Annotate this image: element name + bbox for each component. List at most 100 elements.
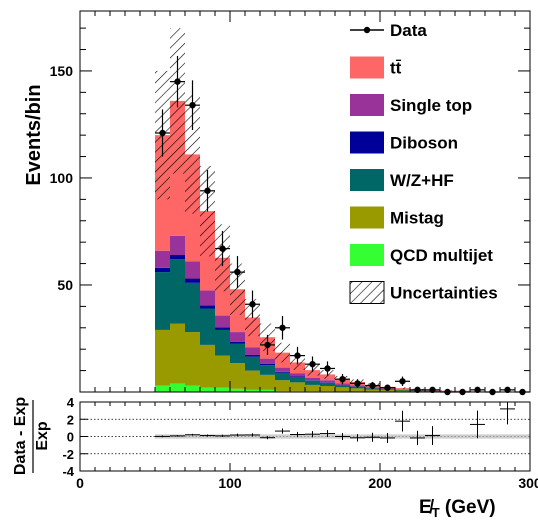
x-axis-label-unit: (GeV): [440, 497, 496, 518]
bar-w-z-hf: [335, 385, 350, 387]
bar-mistag: [275, 380, 290, 391]
bar-mistag: [155, 330, 170, 386]
ratio-ylabel-top: Data - Exp: [12, 397, 29, 475]
bar-w-z-hf: [395, 390, 410, 391]
y-tick-label: 50: [57, 277, 73, 293]
bar-w-z-hf: [215, 330, 230, 356]
y-tick-label: 150: [50, 63, 74, 79]
bar-single-top: [260, 359, 275, 364]
bar-mistag: [305, 385, 320, 391]
data-point: [324, 365, 330, 371]
data-point: [309, 361, 315, 367]
y-tick-label: 100: [50, 170, 74, 186]
x-axis-label: E̸T (GeV): [419, 497, 496, 520]
ratio-x-tick-label: 100: [218, 475, 242, 491]
data-point: [384, 385, 390, 391]
bar-single-top: [200, 290, 215, 305]
main-frame: [80, 11, 530, 392]
bar-single-top: [320, 380, 335, 382]
main-axes: 50 100 150: [50, 11, 530, 392]
data-point: [189, 102, 195, 108]
x-axis-label-subscript: T: [432, 505, 440, 520]
bar-mistag: [230, 363, 245, 389]
ratio-x-tick-label: 300: [518, 475, 538, 491]
bar-single-top: [290, 373, 305, 376]
data-point: [369, 382, 375, 388]
data-point: [294, 352, 300, 358]
legend-swatch: [350, 207, 384, 229]
bar-mistag: [185, 332, 200, 386]
bar-mistag: [350, 388, 365, 391]
data-point: [399, 378, 405, 384]
bar-single-top: [275, 368, 290, 372]
legend-label: Mistag: [390, 209, 444, 228]
bar-mistag: [245, 371, 260, 390]
data-point: [234, 269, 240, 275]
data-point: [219, 245, 225, 251]
ratio-y-tick-label: -4: [62, 464, 74, 479]
legend-swatch: [350, 169, 384, 191]
data-point: [159, 130, 165, 136]
bar-single-top: [155, 251, 170, 268]
ratio-y-tick-label: 4: [67, 395, 75, 410]
bar-single-top: [230, 332, 245, 342]
bar-w-z-hf: [230, 344, 245, 363]
bar-qcd-multijet: [170, 383, 185, 392]
legend-data-marker: [364, 27, 370, 33]
ratio-y-tick-label: -2: [62, 447, 74, 462]
legend-swatch: [350, 244, 384, 266]
bar-diboson: [275, 372, 290, 373]
legend-label: W/Z+HF: [390, 171, 454, 190]
bar-single-top: [245, 347, 260, 354]
bar-w-z-hf: [155, 272, 170, 330]
data-point: [174, 78, 180, 84]
data-point: [354, 380, 360, 386]
data-point: [339, 376, 345, 382]
legend-label: Data: [390, 21, 427, 40]
bar-mistag: [170, 324, 185, 384]
legend-swatch: [350, 132, 384, 154]
bar-w-z-hf: [305, 381, 320, 385]
bar-w-z-hf: [170, 259, 185, 323]
bar-qcd-multijet: [185, 386, 200, 392]
bar-w-z-hf: [275, 373, 290, 380]
legend-label: Diboson: [390, 134, 458, 153]
bar-w-z-hf: [185, 283, 200, 332]
bar-mistag: [260, 375, 275, 390]
bar-w-z-hf: [320, 383, 335, 386]
data-point: [249, 301, 255, 307]
bar-qcd-multijet: [215, 388, 230, 392]
bar-diboson: [200, 305, 215, 308]
ratio-x-tick-label: 200: [368, 475, 392, 491]
ratio-y-tick-label: 2: [67, 412, 74, 427]
bar-diboson: [170, 255, 185, 259]
legend-label: QCD multijet: [390, 246, 493, 265]
bar-diboson: [260, 364, 275, 365]
data-point: [264, 342, 270, 348]
bar-diboson: [290, 376, 305, 377]
bar-w-z-hf: [260, 365, 275, 375]
ratio-x-tick-label: 0: [76, 475, 84, 491]
uncertainty-bin: [395, 387, 410, 389]
ratio-y-tick-label: 0: [67, 430, 74, 445]
bar-diboson: [185, 279, 200, 283]
bar-qcd-multijet: [200, 388, 215, 392]
bar-diboson: [215, 327, 230, 330]
bar-mistag: [335, 387, 350, 391]
bar-diboson: [230, 342, 245, 344]
bar-single-top: [185, 261, 200, 278]
data-point: [279, 325, 285, 331]
bar-single-top: [305, 378, 320, 381]
bar-mistag: [215, 356, 230, 388]
legend-swatch: [350, 57, 384, 79]
bar-mistag: [365, 390, 380, 392]
legend-label: Single top: [390, 96, 472, 115]
bar-qcd-multijet: [155, 386, 170, 392]
y-axis-label: Events/bin: [23, 84, 45, 185]
ratio-ylabel-bottom: Exp: [34, 421, 51, 451]
